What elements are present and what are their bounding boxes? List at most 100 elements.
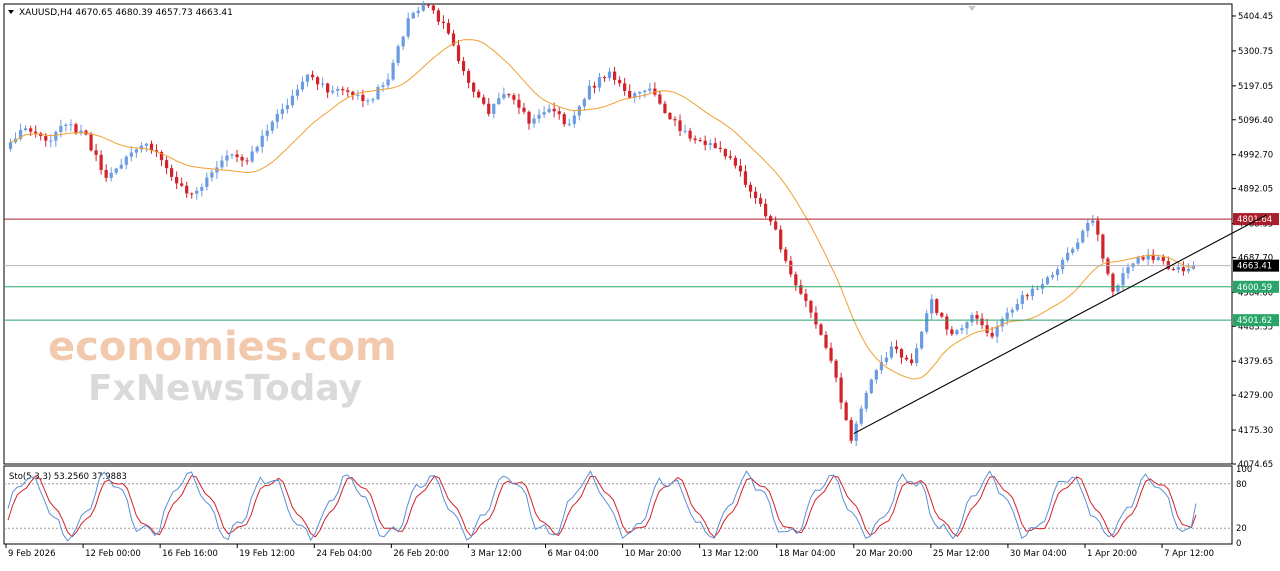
candle-body <box>592 85 597 88</box>
candle-body <box>1141 257 1145 260</box>
candle-body <box>703 140 707 145</box>
main-chart-panel <box>3 3 1233 465</box>
candle-body <box>124 156 128 165</box>
candle-body <box>472 82 476 92</box>
level-label-bg-3 <box>1233 314 1279 327</box>
candle-body <box>482 97 486 104</box>
candle-body <box>864 392 868 409</box>
x-tick-label: 16 Feb 16:00 <box>162 549 218 559</box>
candle-body <box>255 146 259 152</box>
candle-body <box>658 94 662 104</box>
candle-body <box>24 128 28 130</box>
candle-body <box>612 71 617 80</box>
candle-body <box>1101 234 1105 259</box>
candle-body <box>638 92 642 94</box>
candle-body <box>673 119 677 121</box>
level-label-bg-2 <box>1233 280 1279 293</box>
candle-body <box>628 90 632 98</box>
symbol-header: XAUUSD,H4 4670.65 4680.39 4657.73 4663.4… <box>19 8 233 18</box>
candle-body <box>960 328 964 331</box>
candle-body <box>144 143 149 146</box>
candle-body <box>411 13 415 19</box>
candle-body <box>879 361 883 371</box>
candle-body <box>386 79 390 86</box>
candle-body <box>950 329 954 335</box>
candle-body <box>1171 268 1175 270</box>
candle-body <box>94 150 98 155</box>
candle-body <box>280 109 284 114</box>
x-tick-label: 20 Mar 20:00 <box>856 549 913 559</box>
candle-body <box>1176 267 1180 270</box>
candle-body <box>723 148 727 157</box>
candle-body <box>205 177 209 187</box>
candle-body <box>431 5 435 11</box>
candle-body <box>507 94 511 96</box>
candle-body <box>819 324 823 335</box>
candle-body <box>789 260 793 275</box>
candle-body <box>844 402 848 421</box>
candle-body <box>446 23 451 34</box>
candle-body <box>718 147 722 149</box>
candle-body <box>623 83 627 91</box>
candle-body <box>763 203 768 217</box>
candle-body <box>169 168 174 177</box>
candle-body <box>1116 285 1120 292</box>
candle-body <box>270 121 274 131</box>
candle-body <box>190 193 194 195</box>
candle-body <box>1081 230 1085 243</box>
candle-body <box>149 143 154 151</box>
candle-body <box>159 152 164 161</box>
candle-body <box>376 86 380 100</box>
candle-body <box>738 165 743 172</box>
candle-body <box>935 299 939 313</box>
candle-body <box>185 185 189 194</box>
candle-body <box>1166 261 1170 269</box>
candle-body <box>295 89 300 96</box>
candle-body <box>597 77 602 88</box>
candle-body <box>1086 222 1090 231</box>
candle-body <box>104 169 108 178</box>
candle-body <box>874 370 878 380</box>
candle-body <box>829 347 833 361</box>
y-tick-label: 4992.70 <box>1238 151 1273 161</box>
candle-body <box>970 315 974 323</box>
candle-body <box>955 330 959 335</box>
candle-body <box>980 318 984 326</box>
stochastic-tick-label: 100 <box>1236 465 1252 475</box>
x-tick-label: 30 Mar 04:00 <box>1010 549 1067 559</box>
x-tick-label: 1 Apr 20:00 <box>1087 549 1137 559</box>
level-label-2: 4600.59 <box>1237 283 1272 293</box>
candle-body <box>371 99 375 101</box>
candle-body <box>532 118 536 124</box>
candle-body <box>305 74 310 82</box>
candle-body <box>341 88 345 91</box>
candle-body <box>733 157 738 166</box>
x-tick-label: 10 Mar 20:00 <box>625 549 682 559</box>
candle-body <box>1121 273 1125 286</box>
candle-body <box>441 21 446 24</box>
level-label-1: 4801.64 <box>1237 215 1272 225</box>
stochastic-signal-line <box>7 475 1197 538</box>
candle-body <box>784 249 788 261</box>
candle-body <box>663 103 667 114</box>
candle-body <box>567 123 571 125</box>
stochastic-main-line <box>7 470 1197 542</box>
candle-body <box>633 93 637 98</box>
candle-body <box>693 138 697 141</box>
candle-body <box>18 129 23 139</box>
candle-body <box>326 83 330 93</box>
candle-body <box>265 130 269 136</box>
candle-body <box>245 160 249 162</box>
candle-body <box>839 377 843 403</box>
candle-body <box>1161 257 1165 262</box>
candle-body <box>698 140 702 142</box>
candle-body <box>804 293 808 301</box>
candle-body <box>899 349 904 358</box>
candle-body <box>54 132 58 141</box>
candle-body <box>29 128 33 132</box>
x-tick-label: 6 Mar 04:00 <box>547 549 598 559</box>
candle-body <box>1071 248 1075 253</box>
candle-body <box>849 420 853 441</box>
candle-body <box>668 113 672 120</box>
